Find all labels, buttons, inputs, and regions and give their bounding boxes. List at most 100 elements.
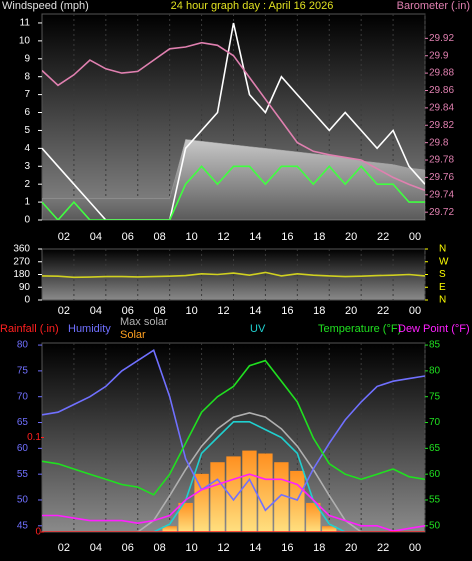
x-tick-label: 08 [154, 305, 166, 317]
x-tick-label: 00 [409, 231, 421, 243]
y-tick-label: 2 [24, 179, 30, 190]
y-tick-label: 8 [24, 71, 30, 82]
x-tick-label: 18 [313, 305, 325, 317]
bar [242, 450, 257, 532]
x-tick-label: 14 [249, 305, 261, 317]
line [42, 359, 425, 496]
line [42, 473, 425, 532]
x-tick-label: 12 [217, 305, 229, 317]
x-tick-label: 08 [154, 542, 166, 554]
y-tick-label: 6 [24, 107, 30, 118]
y2-tick-label: N [439, 244, 446, 255]
y2-tick-label: S [439, 269, 446, 280]
x-tick-label: 10 [185, 305, 197, 317]
bar [226, 456, 241, 532]
y-tick-label: 55 [17, 469, 29, 480]
y2-tick-label: 29.78 [429, 155, 454, 166]
y2-tick-label: 85 [429, 340, 441, 351]
y3-tick-label: 0.1 [27, 432, 41, 443]
y-tick-label: 7 [24, 89, 30, 100]
y2-tick-label: 75 [429, 391, 441, 402]
y2-tick-label: 60 [429, 469, 441, 480]
y-tick-label: 3 [24, 161, 30, 172]
y3-tick-label: 0 [35, 527, 41, 538]
y2-tick-label: 50 [429, 520, 441, 531]
y2-tick-label: 65 [429, 443, 441, 454]
y-tick-label: 11 [20, 18, 31, 29]
y2-tick-label: 29.76 [429, 172, 454, 183]
y2-tick-label: 29.92 [429, 33, 454, 44]
y2-tick-label: W [439, 256, 449, 267]
x-tick-label: 14 [249, 542, 261, 554]
y2-tick-label: 55 [429, 495, 441, 506]
series-layer [42, 22, 425, 220]
line [42, 348, 425, 512]
line [137, 411, 362, 532]
y2-axis-label: Barometer (.in) [397, 0, 470, 12]
x-tick-label: 00 [409, 542, 421, 554]
y2-tick-label: E [439, 282, 446, 293]
x-tick-label: 06 [122, 231, 134, 243]
x-tick-label: 12 [217, 231, 229, 243]
bar [290, 470, 305, 532]
x-tick-label: 04 [90, 305, 102, 317]
y2-tick-label: 29.9 [429, 50, 449, 61]
y-tick-label: 4 [24, 143, 30, 154]
y-tick-label: 10 [19, 36, 31, 47]
x-tick-label: 02 [58, 542, 70, 554]
x-tick-label: 22 [377, 305, 389, 317]
y2-tick-label: 29.8 [429, 137, 449, 148]
legend-entry: Rainfall (.in) [0, 323, 59, 335]
bar [258, 453, 273, 532]
x-tick-label: 06 [122, 305, 134, 317]
bar [178, 502, 193, 532]
y-tick-label: 5 [24, 125, 30, 136]
y-tick-label: 0 [24, 295, 30, 306]
bar [306, 502, 321, 532]
series-layer [42, 348, 425, 532]
x-tick-label: 00 [409, 305, 421, 317]
y-tick-label: 0 [24, 215, 30, 226]
legend-entry: Dew Point (°F) [398, 323, 470, 335]
y2-tick-label: 29.88 [429, 68, 454, 79]
x-tick-label: 14 [249, 231, 261, 243]
x-tick-label: 02 [58, 305, 70, 317]
x-tick-label: 06 [122, 542, 134, 554]
x-tick-label: 20 [345, 231, 357, 243]
y2-tick-label: 29.84 [429, 103, 454, 114]
y-tick-label: 75 [17, 366, 29, 377]
x-tick-label: 10 [185, 542, 197, 554]
y2-tick-label: 80 [429, 366, 441, 377]
x-tick-label: 16 [281, 305, 293, 317]
line [42, 421, 425, 532]
x-tick-label: 02 [58, 231, 70, 243]
y2-tick-label: 29.72 [429, 207, 454, 218]
series-layer [42, 271, 425, 279]
y2-tick-label: 29.74 [429, 189, 454, 200]
y2-tick-label: 29.82 [429, 120, 454, 131]
legend-entry: UV [250, 323, 266, 335]
x-tick-label: 04 [90, 542, 102, 554]
y-tick-label: 60 [17, 443, 29, 454]
area [42, 139, 425, 220]
line [42, 22, 425, 220]
x-tick-label: 18 [313, 231, 325, 243]
x-tick-label: 22 [377, 542, 389, 554]
bar [322, 526, 337, 532]
x-tick-label: 04 [90, 231, 102, 243]
bar [162, 526, 177, 532]
legend-entry: Max solar [120, 316, 168, 328]
y-tick-label: 65 [17, 417, 29, 428]
y-tick-label: 1 [24, 197, 30, 208]
x-tick-label: 16 [281, 231, 293, 243]
chart-title: 24 hour graph day : April 16 2026 [171, 0, 334, 12]
y-tick-label: 80 [17, 340, 29, 351]
y-tick-label: 70 [17, 391, 29, 402]
y2-tick-label: N [439, 295, 446, 306]
legend-entry: Temperature (°F) [318, 323, 401, 335]
y-tick-label: 45 [17, 520, 29, 531]
y2-tick-label: 70 [429, 417, 441, 428]
bar [194, 473, 209, 532]
legend-entry: Solar [120, 329, 146, 341]
